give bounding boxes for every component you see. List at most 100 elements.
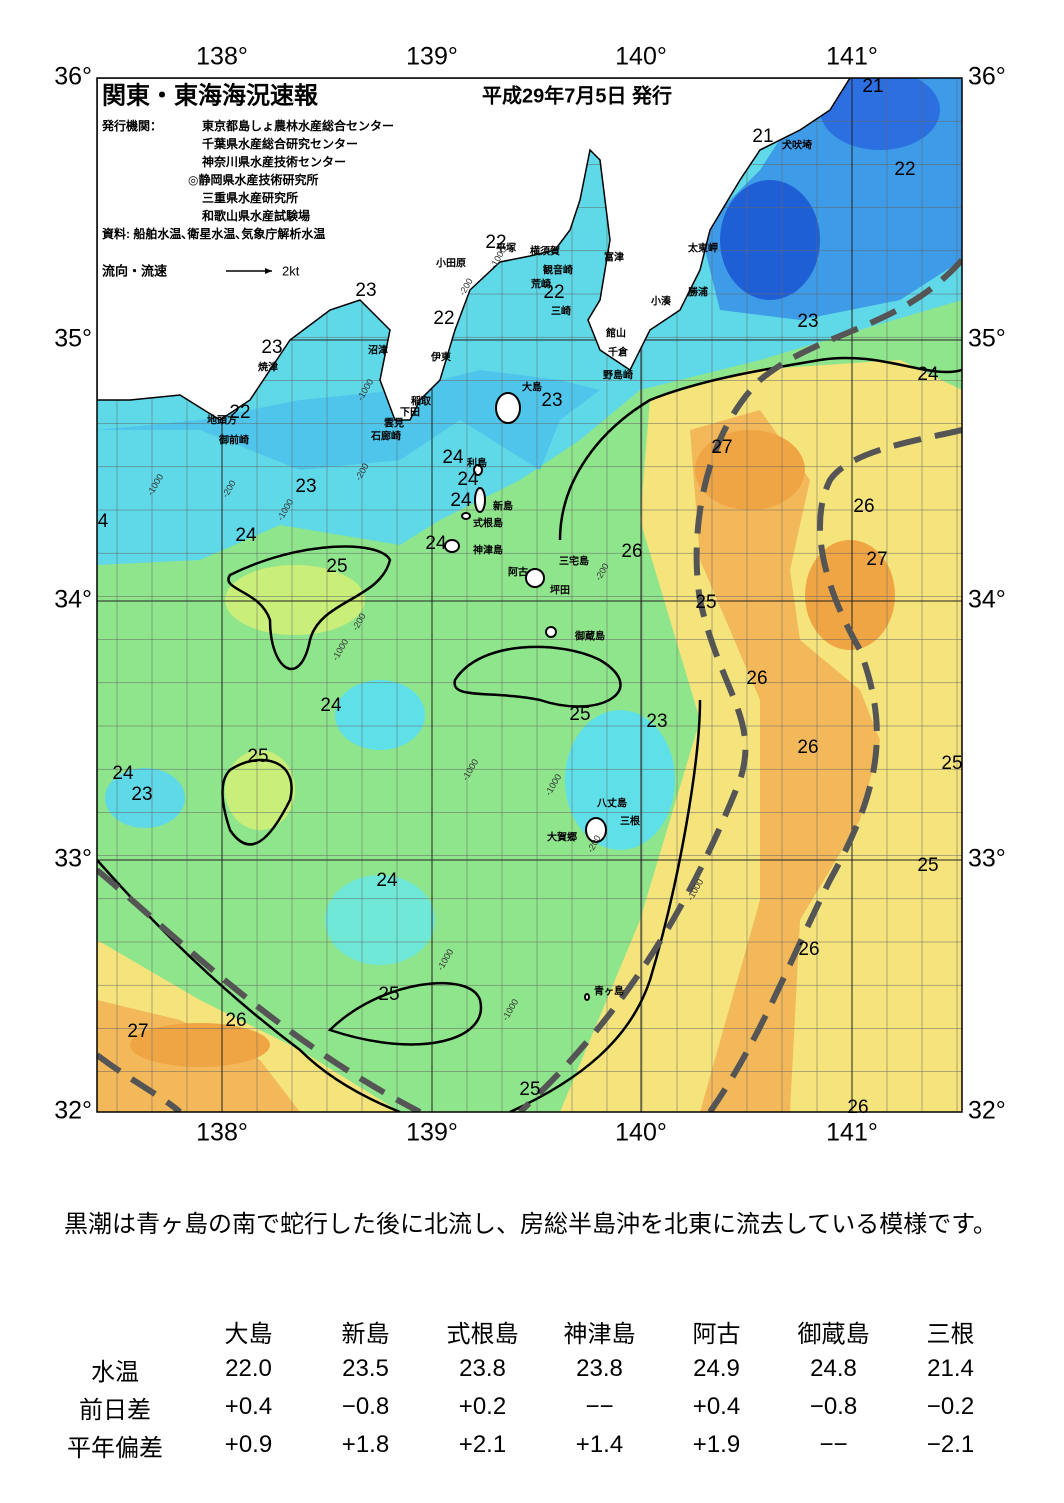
contour-label: 23 — [797, 311, 818, 332]
lon-label: 140° — [615, 1119, 667, 1147]
contour-label: 26 — [847, 1097, 868, 1118]
place-name: 犬吠埼 — [782, 139, 812, 152]
place-name: 青ヶ島 — [594, 985, 624, 998]
place-name: 神津島 — [473, 544, 503, 557]
cell: −2.1 — [926, 1431, 975, 1458]
lat-label: 33° — [968, 845, 1006, 873]
contour-label: 21 — [752, 126, 773, 147]
cool-water — [97, 370, 600, 470]
cool-water — [335, 680, 425, 750]
lon-label: 140° — [615, 43, 667, 71]
place-name: 野島崎 — [603, 369, 633, 382]
warm-core — [130, 1023, 270, 1067]
place-name: 平塚 — [496, 242, 516, 255]
lon-label: 138° — [196, 1119, 248, 1147]
legend-arrow-head — [265, 268, 272, 274]
cold-water — [820, 78, 940, 150]
place-name: 勝浦 — [688, 286, 708, 299]
contour-label: 24 — [442, 447, 464, 468]
column-header: 神津島 — [563, 1320, 636, 1348]
lon-label: 141° — [826, 43, 878, 71]
place-name: 雲見 — [384, 418, 404, 430]
lat-label: 35° — [968, 325, 1006, 353]
commentary: 黒潮は青ヶ島の南で蛇行した後に北流し、房総半島沖を北東に流去している模様です。 — [64, 1211, 997, 1238]
place-name: 三根 — [620, 815, 640, 828]
contour-label: 26 — [621, 541, 642, 562]
cell: −− — [819, 1431, 848, 1458]
cell: −0.8 — [809, 1393, 858, 1420]
place-name: 伊東 — [430, 351, 451, 364]
lat-label: 35° — [54, 325, 92, 353]
contour-label: 23 — [541, 390, 562, 411]
land — [97, 78, 851, 421]
place-name: 沼津 — [368, 344, 388, 357]
cool-water — [325, 875, 435, 965]
cell: 24.8 — [810, 1355, 857, 1382]
islands — [444, 392, 607, 1001]
warm-core — [695, 430, 805, 510]
lat-label: 32° — [968, 1097, 1006, 1125]
issue-date: 平成29年7月5日 発行 — [482, 83, 672, 107]
place-name: 横須賀 — [530, 245, 560, 258]
legend-label: 流向・流速 — [102, 263, 167, 278]
place-name: 小湊 — [650, 295, 672, 308]
place-name: 太東岬 — [687, 242, 718, 255]
contour-label: 24 — [112, 763, 134, 784]
column-header: 大島 — [224, 1320, 273, 1348]
header-row: 大島 新島 式根島 神津島 阿古 御蔵島 三根 — [40, 1312, 1009, 1350]
contour-label: 22 — [229, 402, 250, 423]
row: 水温 22.0 23.5 23.8 23.8 24.9 24.8 21.4 — [40, 1350, 1009, 1388]
contour-label: 25 — [917, 855, 938, 876]
place-name: 三宅島 — [559, 555, 589, 568]
place-name: 石廊崎 — [370, 430, 401, 443]
cell: +1.8 — [341, 1431, 390, 1458]
contour-label: 24 — [917, 364, 939, 385]
cell: +1.4 — [575, 1431, 624, 1458]
contour-label: 24 — [235, 525, 257, 546]
contour-label: 26 — [746, 668, 767, 689]
cell: 22.0 — [225, 1355, 272, 1382]
cell: +2.1 — [458, 1431, 507, 1458]
row-label: 前日差 — [79, 1396, 151, 1424]
cell: −0.8 — [341, 1393, 390, 1420]
row-label: 水温 — [91, 1358, 139, 1386]
cool-water — [565, 710, 675, 850]
contour-label: 22 — [433, 308, 454, 329]
cell: +0.9 — [224, 1431, 273, 1458]
place-name: 坪田 — [550, 584, 570, 597]
publisher: 三重県水産研究所 — [202, 190, 298, 205]
contour-label: 22 — [894, 159, 915, 180]
place-name: 地頭方 — [207, 414, 237, 427]
publisher: ◎静岡県水産技術研究所 — [188, 172, 318, 187]
cell: +0.4 — [224, 1393, 273, 1420]
publisher: 和歌山県水産試験場 — [201, 208, 310, 223]
sources: 資料: 船舶水温､衛星水温､気象庁解析水温 — [102, 226, 325, 241]
contour-label: 24 — [320, 695, 342, 716]
publisher: 東京都島しょ農林水産総合センター — [202, 118, 394, 133]
contour-label: 25 — [247, 746, 268, 767]
lat-label: 32° — [54, 1097, 92, 1125]
column-header: 新島 — [341, 1320, 390, 1348]
lat-label: 33° — [54, 845, 92, 873]
cell: −0.2 — [926, 1393, 975, 1420]
place-name: 三崎 — [551, 305, 571, 318]
place-name: 御蔵島 — [574, 630, 605, 643]
row: 前日差 +0.4 −0.8 +0.2 −− +0.4 −0.8 −0.2 — [40, 1388, 1009, 1426]
contour-label: 25 — [695, 592, 716, 613]
place-name: 小田原 — [435, 257, 466, 270]
publisher-list: 東京都島しょ農林水産総合センター千葉県水産総合研究センター神奈川県水産技術センタ… — [188, 118, 394, 223]
lon-label: 139° — [406, 1119, 458, 1147]
publisher: 神奈川県水産技術センター — [202, 154, 346, 169]
column-header: 阿古 — [692, 1320, 741, 1348]
contour-label: 24 — [425, 533, 447, 554]
lat-label: 34° — [54, 586, 92, 614]
contour-label: 24 — [376, 870, 398, 891]
cool-water — [105, 768, 185, 828]
contour-label: 23 — [355, 280, 376, 301]
lat-label: 34° — [968, 586, 1006, 614]
place-name: 下田 — [400, 407, 420, 419]
contour-label: 22 — [543, 282, 564, 303]
grid — [97, 78, 962, 1112]
island-sst-table: 大島 新島 式根島 神津島 阿古 御蔵島 三根 水温 22.0 23.5 23.8 23.8 24.9 2… — [40, 1312, 1009, 1464]
